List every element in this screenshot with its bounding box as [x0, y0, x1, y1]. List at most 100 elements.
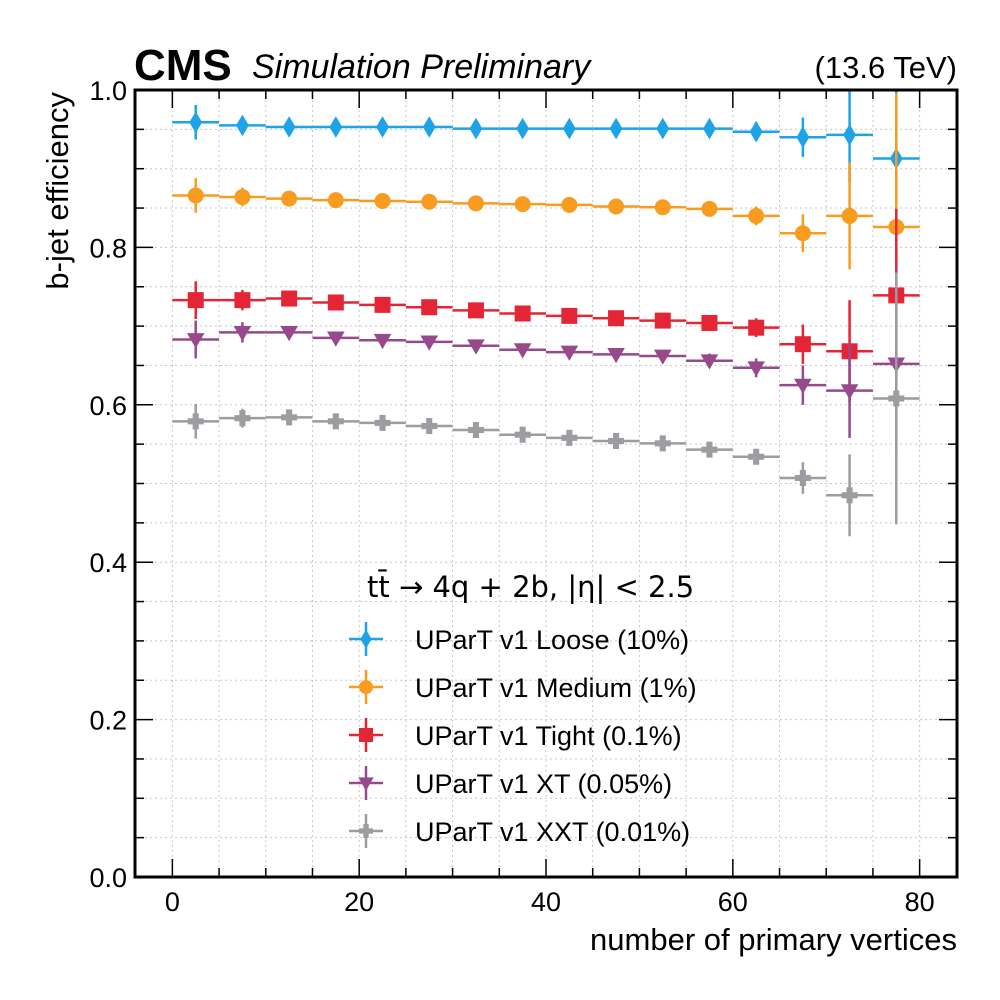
- marker: [748, 448, 765, 465]
- marker: [513, 343, 532, 359]
- data-point: [639, 117, 687, 140]
- data-point: [779, 324, 827, 364]
- marker: [796, 126, 810, 149]
- data-point: [452, 195, 500, 212]
- plus-bar: [566, 429, 573, 446]
- legend-item: UParT v1 Medium (1%): [349, 670, 697, 704]
- marker: [469, 117, 483, 140]
- data-point: [172, 178, 220, 213]
- x-tick-label: 0: [165, 887, 180, 917]
- marker: [794, 336, 811, 353]
- marker: [421, 418, 438, 435]
- data-point: [405, 116, 453, 138]
- data-point: [686, 353, 733, 370]
- x-tick-label: 60: [718, 887, 748, 917]
- data-point: [265, 325, 313, 342]
- data-point: [592, 310, 640, 327]
- marker: [374, 296, 391, 313]
- legend-title: tt̄ → 4q + 2b, |η| < 2.5: [367, 570, 694, 604]
- x-axis-title: number of primary vertices: [590, 922, 957, 957]
- marker: [608, 310, 625, 327]
- data-point: [499, 196, 546, 213]
- plus-bar: [286, 409, 293, 426]
- legend-label: UParT v1 Loose (10%): [415, 625, 689, 655]
- marker: [748, 319, 765, 336]
- marker: [282, 116, 296, 138]
- plus-bar: [753, 448, 760, 465]
- data-point: [265, 190, 313, 207]
- marker: [794, 378, 812, 394]
- data-point: [312, 331, 360, 347]
- marker: [609, 117, 623, 140]
- data-point: [546, 345, 593, 361]
- marker: [374, 192, 391, 209]
- legend-label: UParT v1 XXT (0.01%): [415, 817, 690, 847]
- data-point: [219, 322, 266, 343]
- marker: [843, 124, 856, 146]
- data-point: [779, 462, 827, 494]
- marker: [189, 111, 203, 134]
- plus-bar: [659, 435, 666, 452]
- data-point: [499, 117, 546, 140]
- marker: [420, 335, 439, 351]
- data-layer: [172, 90, 920, 537]
- marker: [234, 410, 251, 427]
- data-point: [686, 441, 733, 458]
- marker: [562, 117, 576, 140]
- x-tick-label: 80: [905, 887, 935, 917]
- marker: [654, 435, 671, 452]
- data-point: [732, 120, 780, 143]
- marker: [329, 116, 343, 138]
- marker: [840, 384, 859, 400]
- data-point: [312, 116, 360, 138]
- data-point: [219, 187, 266, 207]
- marker: [467, 421, 484, 438]
- data-point: [546, 429, 593, 446]
- plus-bar: [426, 418, 433, 435]
- legend-item: UParT v1 XXT (0.01%): [349, 814, 690, 848]
- marker: [654, 312, 671, 329]
- data-point: [172, 404, 220, 439]
- legend-marker: [358, 777, 374, 791]
- extra-label: Simulation Preliminary: [252, 48, 592, 86]
- marker: [748, 207, 765, 224]
- data-point: [405, 418, 453, 435]
- plus-bar: [379, 414, 386, 431]
- marker: [233, 325, 252, 342]
- marker: [187, 187, 204, 204]
- marker: [327, 331, 345, 347]
- data-point: [499, 343, 546, 359]
- series-4: [172, 272, 920, 537]
- plus-bar: [893, 390, 900, 407]
- data-point: [452, 117, 500, 140]
- x-tick-label: 20: [344, 887, 374, 917]
- plus-bar: [799, 469, 806, 486]
- marker: [701, 441, 718, 458]
- energy-label: (13.6 TeV): [815, 50, 957, 85]
- series-0: [172, 90, 920, 230]
- marker: [703, 117, 716, 140]
- plus-bar: [332, 413, 339, 430]
- data-point: [592, 198, 640, 215]
- data-point: [732, 206, 780, 226]
- plus-bar: [192, 413, 199, 430]
- y-tick-label: 1.0: [89, 76, 127, 106]
- legend-marker: [359, 680, 373, 694]
- legend-item: UParT v1 Loose (10%): [349, 622, 689, 656]
- data-point: [686, 200, 733, 217]
- marker: [234, 189, 251, 206]
- plus-bar: [613, 433, 620, 450]
- marker: [653, 349, 672, 365]
- marker: [186, 333, 205, 349]
- data-point: [826, 162, 873, 270]
- marker: [561, 196, 578, 213]
- data-point: [592, 433, 640, 450]
- marker: [656, 117, 670, 140]
- marker: [701, 314, 718, 331]
- marker: [701, 200, 718, 217]
- plus-bar: [706, 441, 713, 458]
- y-axis-title: b-jet efficiency: [40, 92, 75, 290]
- experiment-label: CMS: [134, 41, 232, 90]
- marker: [841, 487, 858, 504]
